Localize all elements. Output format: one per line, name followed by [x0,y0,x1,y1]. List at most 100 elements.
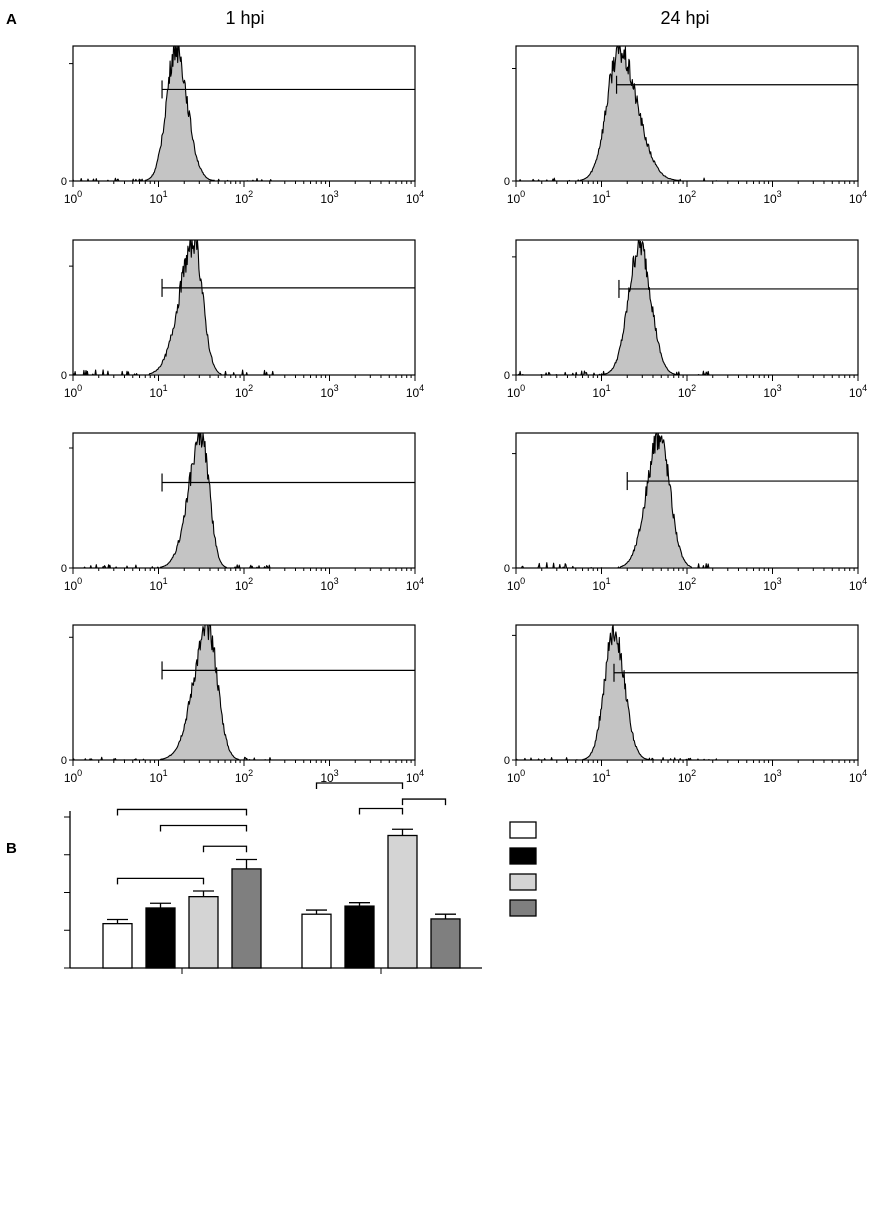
x-tick-base: 10 [507,386,521,400]
plot-frame [72,239,416,376]
x-tick-label: 100 [507,189,525,206]
x-tick-exponent: 1 [606,189,611,199]
x-tick-base: 10 [592,579,606,593]
x-tick-label: 103 [763,383,781,400]
x-tick-base: 10 [849,579,863,593]
x-tick-exponent: 4 [862,383,867,393]
x-tick-label: 101 [592,383,610,400]
x-tick-base: 10 [678,192,692,206]
x-tick-label: 101 [149,383,167,400]
bar-nc-hi-mø-1 [430,918,461,969]
x-tick-exponent: 4 [419,189,424,199]
x-tick-exponent: 4 [862,189,867,199]
plot-frame [515,624,859,761]
x-tick-exponent: 3 [777,189,782,199]
x-tick-label: 103 [763,768,781,785]
x-tick-label: 104 [849,189,867,206]
y-tick-label: 0 [61,563,67,575]
x-tick-label: 101 [149,768,167,785]
x-tick-exponent: 1 [606,768,611,778]
x-tick-exponent: 2 [691,768,696,778]
plot-frame [515,432,859,569]
plot-frame [72,45,416,182]
x-tick-label: 104 [849,383,867,400]
x-tick-base: 10 [235,386,249,400]
histogram-area [72,45,274,182]
bar-mø-0 [102,922,133,969]
x-tick-base: 10 [678,386,692,400]
x-tick-label: 100 [64,768,82,785]
x-tick-exponent: 3 [777,576,782,586]
x-tick-label: 102 [678,383,696,400]
x-tick-exponent: 3 [334,576,339,586]
x-tick-base: 10 [849,771,863,785]
x-tick-label: 103 [763,189,781,206]
x-tick-base: 10 [763,579,777,593]
x-tick-label: 104 [406,189,424,206]
x-tick-label: 103 [320,383,338,400]
x-tick-base: 10 [320,771,334,785]
x-tick-exponent: 1 [606,383,611,393]
x-tick-label: 104 [849,768,867,785]
x-tick-base: 10 [64,192,78,206]
histogram-area [72,432,274,569]
x-tick-base: 10 [320,192,334,206]
y-tick-label: 0 [504,176,510,188]
x-tick-base: 10 [149,192,163,206]
x-tick-label: 100 [64,383,82,400]
x-tick-label: 104 [849,576,867,593]
x-tick-exponent: 0 [77,383,82,393]
x-tick-exponent: 3 [334,189,339,199]
x-tick-base: 10 [320,386,334,400]
x-tick-exponent: 4 [419,383,424,393]
x-tick-label: 101 [149,189,167,206]
x-tick-label: 103 [320,576,338,593]
x-tick-base: 10 [592,386,606,400]
histogram-area [515,45,717,182]
x-tick-label: 100 [507,576,525,593]
bar-nc-sp7-mø-1 [344,905,375,969]
x-tick-label: 102 [235,383,253,400]
x-tick-base: 10 [235,192,249,206]
x-tick-base: 10 [678,771,692,785]
x-tick-label: 103 [320,189,338,206]
x-tick-exponent: 4 [862,768,867,778]
x-tick-exponent: 1 [163,576,168,586]
x-tick-label: 101 [592,768,610,785]
y-tick-label: 0 [504,755,510,767]
x-tick-exponent: 0 [77,768,82,778]
histogram-area [72,624,274,761]
x-tick-label: 104 [406,576,424,593]
y-tick-label: 0 [504,563,510,575]
x-tick-exponent: 2 [248,383,253,393]
significance-bracket [401,798,447,806]
x-tick-label: 104 [406,383,424,400]
x-tick-base: 10 [235,771,249,785]
x-tick-label: 102 [235,189,253,206]
x-tick-exponent: 2 [691,576,696,586]
x-tick-label: 100 [507,768,525,785]
significance-bracket [116,877,205,885]
x-tick-label: 100 [507,383,525,400]
x-tick-base: 10 [678,579,692,593]
x-tick-base: 10 [406,386,420,400]
x-tick-exponent: 1 [606,576,611,586]
plot-frame [515,45,859,182]
histogram-area [72,239,274,376]
x-tick-label: 102 [235,768,253,785]
x-tick-label: 104 [406,768,424,785]
histogram-area [515,624,717,761]
significance-bracket [159,824,248,832]
x-tick-base: 10 [149,579,163,593]
plot-frame [72,624,416,761]
x-tick-base: 10 [406,579,420,593]
x-tick-base: 10 [592,192,606,206]
x-tick-base: 10 [763,386,777,400]
x-tick-label: 100 [64,576,82,593]
panel-b-label: B [6,840,17,857]
bar-nc-hi-mø-0 [231,868,262,969]
